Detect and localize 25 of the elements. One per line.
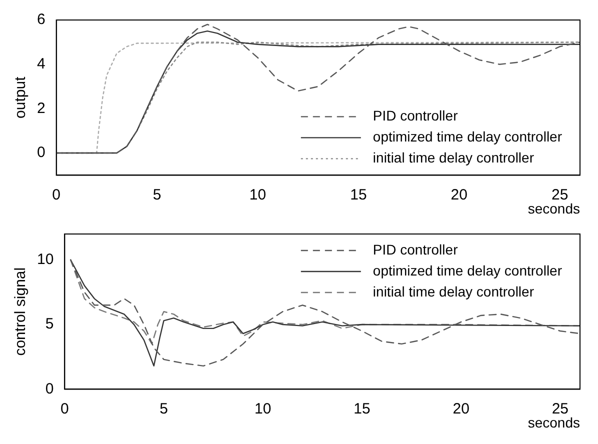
x-tick-label: 5: [160, 400, 168, 418]
line-series: [70, 259, 580, 367]
x-tick-label: 10: [249, 186, 266, 204]
y-axis-title: control signal: [12, 267, 30, 356]
legend-label: optimized time delay controller: [372, 262, 562, 278]
legend-label: PID controller: [372, 241, 458, 258]
y-tick-label: 10: [36, 251, 54, 268]
x-tick-label: 20: [452, 400, 470, 418]
legend-label: initial time delay controller: [372, 150, 534, 166]
legend-label: initial time delay controller: [372, 283, 534, 300]
x-tick-label: 20: [450, 186, 468, 204]
y-tick-label: 6: [37, 11, 46, 28]
legend-label: PID controller: [372, 108, 458, 124]
legend-label: optimized time delay controller: [372, 128, 562, 145]
y-tick-label: 4: [37, 55, 46, 72]
y-tick-label: 5: [45, 316, 54, 333]
x-tick-label: 15: [350, 186, 367, 204]
y-tick-label: 2: [37, 100, 46, 117]
y-axis-title: output: [12, 76, 30, 118]
x-tick-label: 10: [254, 400, 272, 418]
y-tick-label: 0: [37, 144, 46, 162]
x-tick-label: 0: [60, 400, 69, 418]
x-tick-label: 15: [354, 400, 370, 418]
y-tick-label: 0: [45, 380, 54, 398]
x-tick-label: 5: [152, 186, 162, 204]
